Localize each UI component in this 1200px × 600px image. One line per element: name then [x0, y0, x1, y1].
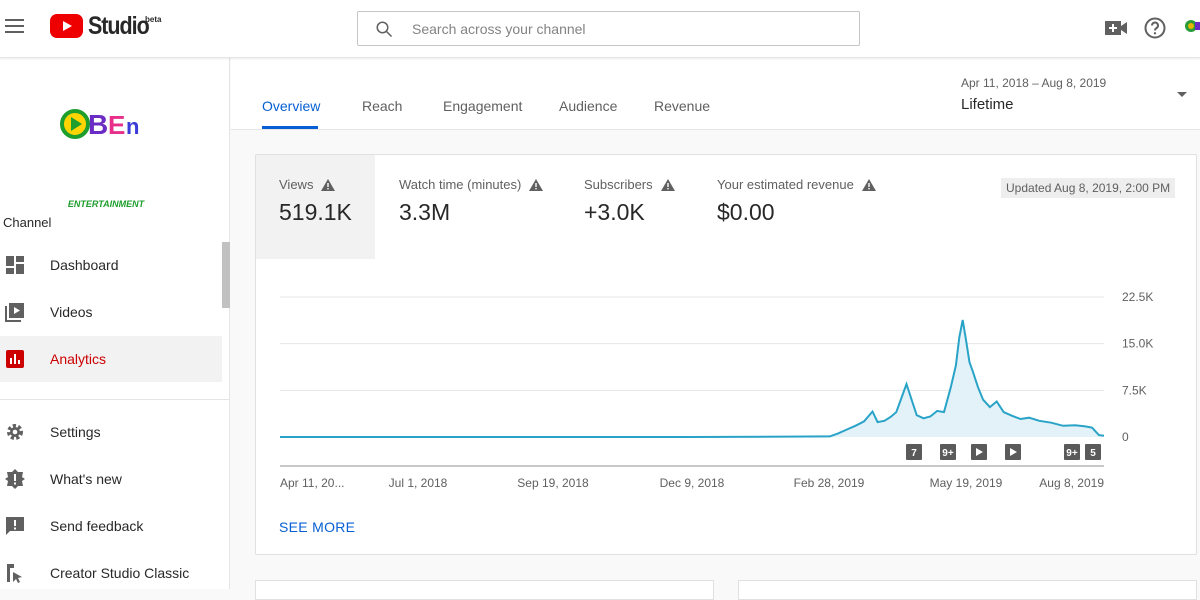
metric-value: $0.00 — [717, 199, 775, 225]
x-tick-label: Aug 8, 2019 — [1039, 476, 1104, 490]
search-box[interactable] — [357, 11, 860, 46]
beta-badge: beta — [145, 15, 162, 24]
sidebar-item-analytics[interactable]: Analytics — [0, 336, 222, 382]
metric-value: 3.3M — [399, 199, 451, 225]
bottom-card-left — [255, 580, 714, 600]
warning-icon — [660, 178, 675, 191]
videos-icon — [5, 303, 24, 322]
svg-text:E: E — [108, 110, 125, 140]
chevron-down-icon — [1177, 92, 1187, 97]
top-bar: Studio beta — [0, 0, 1200, 58]
tab-overview[interactable]: Overview — [262, 98, 321, 114]
channel-avatar[interactable]: B E n — [60, 106, 152, 156]
annotation-marker — [906, 444, 922, 460]
date-range-text: Apr 11, 2018 – Aug 8, 2019 — [961, 76, 1107, 90]
tab-audience[interactable]: Audience — [559, 98, 618, 114]
see-more-link[interactable]: SEE MORE — [279, 519, 356, 535]
sidebar-item-settings[interactable]: Settings — [0, 409, 222, 455]
search-input[interactable] — [412, 18, 842, 40]
x-tick-label: Jul 1, 2018 — [389, 476, 448, 490]
create-video-icon[interactable] — [1104, 17, 1128, 39]
menu-icon[interactable] — [5, 19, 24, 34]
annotation-marker — [1085, 444, 1101, 460]
metric-subscribers[interactable]: Subscribers +3.0K — [561, 155, 691, 259]
sidebar-item-dashboard[interactable]: Dashboard — [0, 242, 222, 288]
date-range-picker[interactable]: Apr 11, 2018 – Aug 8, 2019 Lifetime — [961, 76, 1191, 116]
y-tick-label: 15.0K — [1122, 337, 1153, 351]
views-chart-svg: 22.5K 15.0K 7.5K 0 Apr 11, 20... Jul 1, 2018 S… — [280, 290, 1153, 490]
y-tick-label: 0 — [1122, 430, 1129, 444]
app-name: Studio — [88, 12, 150, 40]
dashboard-icon — [6, 256, 24, 274]
metric-value: +3.0K — [584, 199, 645, 225]
y-tick-label: 22.5K — [1122, 290, 1153, 304]
classic-icon — [7, 564, 22, 583]
x-tick-label: Apr 11, 20... — [280, 476, 344, 490]
sidebar-item-send-feedback[interactable]: Send feedback — [0, 503, 222, 549]
sidebar-item-creator-studio-classic[interactable]: Creator Studio Classic — [0, 550, 222, 596]
sidebar-item-videos[interactable]: Videos — [0, 289, 222, 335]
date-range-label: Lifetime — [961, 96, 1014, 113]
sidebar-item-label: Dashboard — [50, 257, 119, 273]
sidebar-item-label: Analytics — [50, 351, 107, 367]
tab-reach[interactable]: Reach — [362, 98, 403, 114]
sidebar-item-whats-new[interactable]: What's new — [0, 456, 222, 502]
metric-label: Subscribers — [584, 177, 653, 192]
warning-icon — [529, 178, 544, 191]
metric-label: Views — [279, 177, 314, 192]
search-icon — [376, 21, 393, 38]
annotation-marker — [1064, 444, 1080, 460]
analytics-icon — [6, 350, 24, 368]
annotation-label: 9+ — [942, 448, 954, 459]
analytics-tabs: Overview Reach Engagement Audience Reven… — [231, 58, 1200, 130]
x-tick-label: Sep 19, 2018 — [517, 476, 589, 490]
y-tick-label: 7.5K — [1122, 383, 1147, 397]
sidebar-divider — [0, 399, 230, 400]
metric-estimated-revenue[interactable]: Your estimated revenue $0.00 — [696, 155, 896, 259]
active-tab-indicator — [262, 126, 318, 129]
warning-icon — [861, 178, 876, 191]
annotation-marker — [940, 444, 956, 460]
metric-label: Watch time (minutes) — [399, 177, 522, 192]
sidebar-item-label: Send feedback — [50, 518, 144, 534]
metric-views[interactable]: Views 519.1K — [256, 155, 375, 259]
metric-label: Your estimated revenue — [717, 177, 854, 192]
metric-value: 519.1K — [279, 199, 352, 225]
channel-heading: Channel — [3, 215, 52, 230]
studio-logo[interactable]: Studio beta — [50, 12, 162, 40]
svg-text:n: n — [126, 114, 139, 139]
play-icon — [1010, 448, 1017, 456]
youtube-play-icon — [50, 14, 83, 38]
sidebar-item-label: Videos — [50, 304, 93, 320]
sidebar-item-label: What's new — [50, 471, 122, 487]
gear-icon — [7, 424, 23, 440]
annotation-label: 5 — [1090, 448, 1096, 459]
channel-name: ENTERTAINMENT — [67, 199, 145, 209]
metric-watch-time[interactable]: Watch time (minutes) 3.3M — [375, 155, 555, 259]
tab-revenue[interactable]: Revenue — [654, 98, 711, 114]
annotation-label: 7 — [911, 448, 917, 459]
warning-icon — [321, 178, 336, 191]
play-icon — [976, 448, 983, 456]
svg-text:B: B — [88, 109, 108, 140]
bottom-card-right — [738, 580, 1197, 600]
whats-new-icon — [5, 469, 25, 489]
sidebar: B E n ENTERTAINMENT Channel Dashboard Vi… — [0, 58, 230, 589]
views-chart: 22.5K 15.0K 7.5K 0 Apr 11, 20... Jul 1, 2018 S… — [256, 285, 1198, 500]
tab-engagement[interactable]: Engagement — [443, 98, 523, 114]
x-tick-label: May 19, 2019 — [930, 476, 1003, 490]
updated-timestamp: Updated Aug 8, 2019, 2:00 PM — [1001, 178, 1176, 198]
annotation-label: 9+ — [1066, 448, 1078, 459]
overview-card: Views 519.1K Watch time (minutes) 3.3M S… — [255, 154, 1197, 555]
help-icon[interactable] — [1144, 17, 1166, 39]
sidebar-item-label: Settings — [50, 424, 101, 440]
sidebar-item-label: Creator Studio Classic — [50, 565, 190, 581]
sidebar-scrollbar[interactable] — [222, 242, 230, 308]
x-tick-label: Dec 9, 2018 — [660, 476, 725, 490]
account-avatar[interactable] — [1183, 16, 1200, 36]
feedback-icon — [6, 517, 24, 535]
x-tick-label: Feb 28, 2019 — [794, 476, 865, 490]
series-area — [280, 320, 1104, 437]
series-line-views — [280, 319, 1105, 438]
